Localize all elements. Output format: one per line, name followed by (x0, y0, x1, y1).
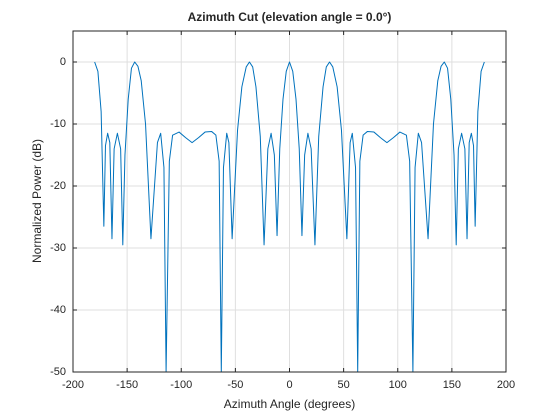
y-tick-label: -20 (50, 180, 66, 192)
x-tick-label: 0 (286, 379, 292, 391)
x-axis-label: Azimuth Angle (degrees) (224, 397, 355, 411)
x-tick-label: -200 (62, 379, 84, 391)
x-tick-label: -50 (227, 379, 243, 391)
x-tick-label: 200 (497, 379, 515, 391)
x-tick-label: 100 (389, 379, 407, 391)
y-tick-label: -50 (50, 366, 66, 378)
y-tick-label: -40 (50, 304, 66, 316)
data-line (94, 61, 485, 373)
x-tick-label: -150 (116, 379, 138, 391)
x-tick-label: 50 (338, 379, 350, 391)
y-tick-label: -30 (50, 242, 66, 254)
axes-box (72, 30, 507, 373)
y-tick-label: -10 (50, 118, 66, 130)
x-tick-label: 150 (443, 379, 461, 391)
y-tick-label: 0 (60, 56, 66, 68)
chart-title: Azimuth Cut (elevation angle = 0.0°) (188, 10, 392, 24)
y-axis-label: Normalized Power (dB) (30, 139, 44, 263)
x-tick-label: -100 (170, 379, 192, 391)
